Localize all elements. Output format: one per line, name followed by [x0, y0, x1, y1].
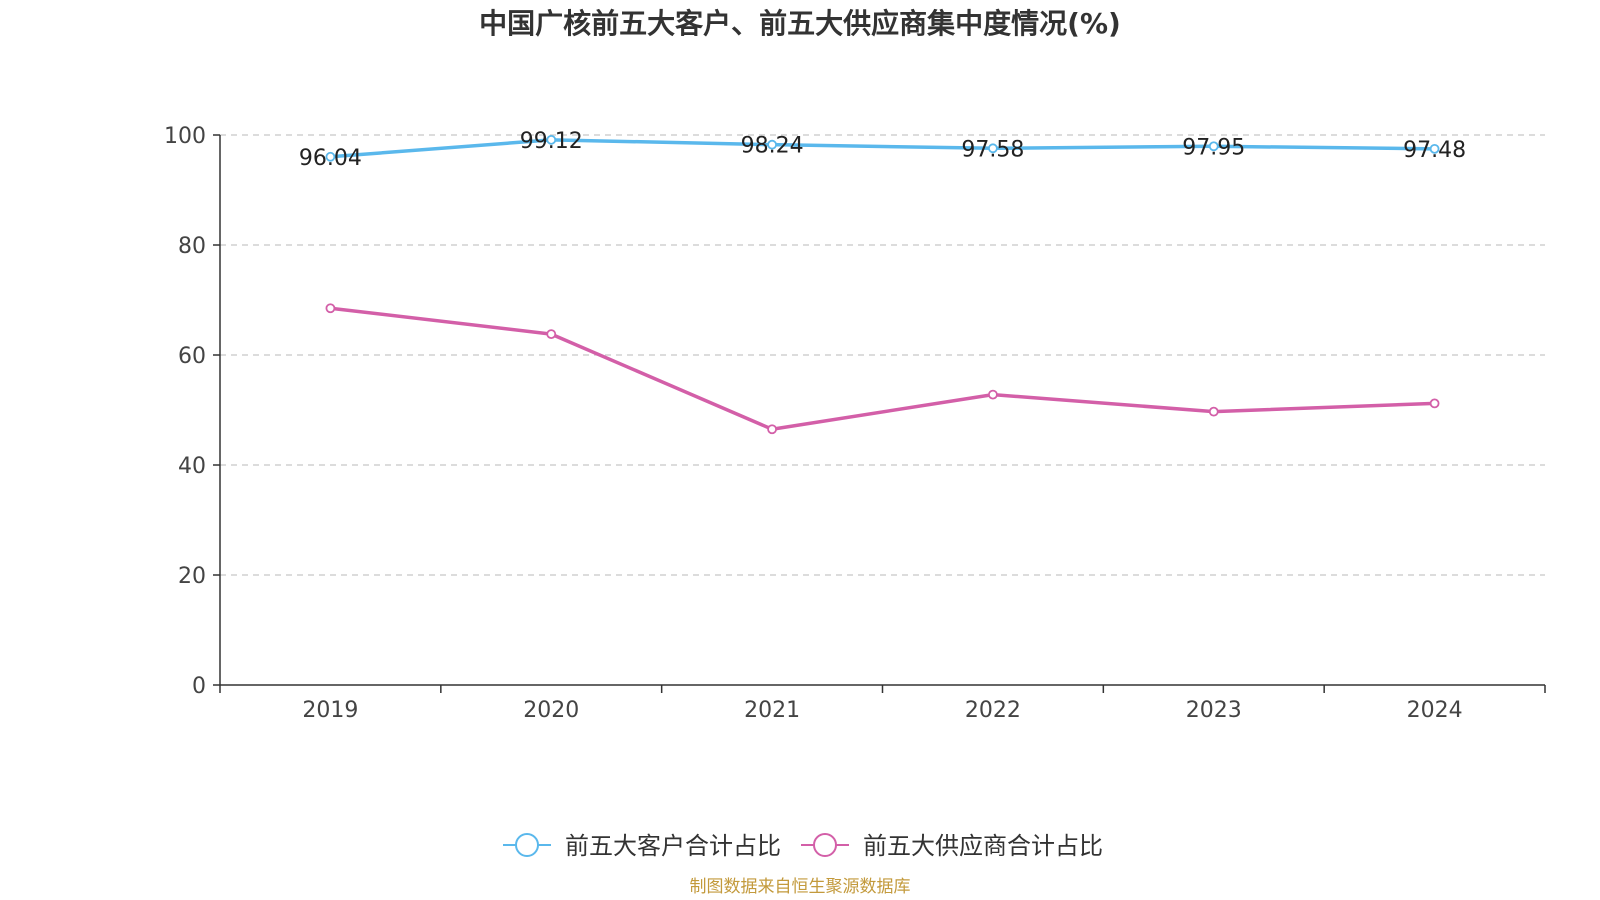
data-point	[546, 329, 557, 340]
legend-label: 前五大客户合计占比	[565, 832, 781, 860]
data-label: 97.48	[1403, 138, 1466, 163]
y-tick-label: 100	[164, 124, 206, 149]
series-line-2	[330, 306, 1435, 431]
x-tick-label: 2021	[744, 698, 800, 723]
series-line-1	[330, 138, 1435, 159]
data-point	[325, 151, 336, 162]
y-tick-label: 80	[178, 234, 206, 259]
chart-title: 中国广核前五大客户、前五大供应商集中度情况(%)	[479, 7, 1121, 40]
data-label: 96.04	[299, 146, 362, 171]
data-point	[767, 139, 777, 150]
legend-circle-icon	[813, 833, 837, 857]
legend-item-2[interactable]: 前五大供应商合计占比	[801, 832, 1103, 860]
data-point	[1208, 406, 1219, 417]
data-point	[546, 134, 557, 145]
source-note: 制图数据来自恒生聚源数据库	[690, 877, 911, 897]
data-point	[325, 303, 336, 314]
data-point	[1429, 398, 1440, 409]
x-tick-label: 2024	[1407, 698, 1463, 723]
data-point	[1208, 141, 1219, 152]
data-label: 99.12	[520, 129, 583, 154]
data-labels: 96.04 99.12 98.24 97.58 97.95 97.48	[299, 129, 1466, 171]
axes: 0 20 40 60 80 100 2019 2020 2021 2022 2023 2024	[164, 124, 1546, 723]
grid-lines	[220, 134, 1545, 576]
data-point	[988, 143, 998, 154]
legend-label: 前五大供应商合计占比	[863, 832, 1103, 860]
y-tick-label: 20	[178, 564, 206, 589]
data-label: 98.24	[741, 134, 804, 159]
y-tick-label: 0	[192, 674, 206, 699]
y-tick-label: 60	[178, 344, 206, 369]
x-tick-label: 2019	[302, 698, 358, 723]
data-label: 97.95	[1182, 135, 1245, 160]
legend-item-1[interactable]: 前五大客户合计占比	[503, 832, 781, 860]
y-tick-label: 40	[178, 454, 206, 479]
data-point	[988, 389, 998, 400]
data-point	[767, 424, 777, 435]
x-tick-label: 2023	[1186, 698, 1242, 723]
legend-circle-icon	[515, 833, 539, 857]
series-lines	[325, 134, 1440, 435]
data-point	[1429, 143, 1440, 154]
x-tick-label: 2022	[965, 698, 1021, 723]
data-label: 97.58	[961, 137, 1024, 162]
legend[interactable]: 前五大客户合计占比 前五大供应商合计占比	[503, 832, 1103, 860]
x-tick-label: 2020	[523, 698, 579, 723]
